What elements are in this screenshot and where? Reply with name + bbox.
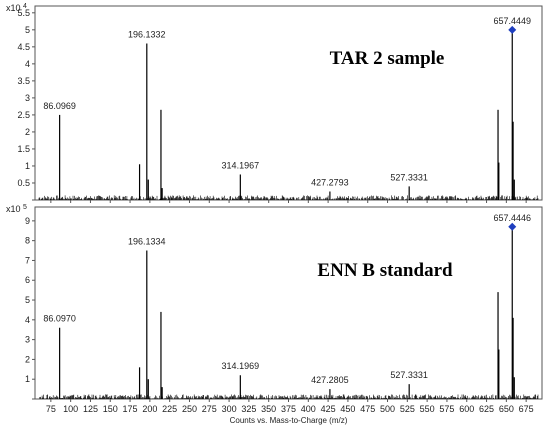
y-tick-label: 6	[25, 275, 30, 285]
y-tick-label: 2	[25, 354, 30, 364]
y-tick-label: 1	[25, 161, 30, 171]
panel-title: ENN B standard	[317, 260, 453, 281]
x-tick-label: 150	[103, 404, 118, 414]
y-exponent-label: x10 5	[6, 204, 27, 214]
x-tick-label: 425	[321, 404, 336, 414]
y-tick-label: 3	[25, 93, 30, 103]
peak-label: 657.4446	[493, 213, 531, 223]
x-tick-label: 250	[182, 404, 197, 414]
peak-label: 86.0970	[43, 314, 76, 324]
peak-label: 427.2793	[311, 177, 349, 187]
peak-marker-icon	[508, 222, 517, 231]
peak-label: 86.0969	[43, 101, 76, 111]
y-tick-label: 5	[25, 295, 30, 305]
x-tick-label: 125	[83, 404, 98, 414]
x-tick-label: 350	[261, 404, 276, 414]
x-tick-label: 600	[459, 404, 474, 414]
plot-frame	[34, 5, 543, 201]
y-tick-label: 5	[25, 25, 30, 35]
peak-label: 527.3331	[390, 370, 428, 380]
peak-label: 196.1334	[128, 237, 166, 247]
y-tick-label: 2.5	[17, 110, 30, 120]
x-tick-label: 650	[499, 404, 514, 414]
x-tick-label: 225	[162, 404, 177, 414]
peak-label: 527.3331	[390, 172, 428, 182]
x-tick-label: 375	[281, 404, 296, 414]
y-exponent-label: x10 4	[6, 3, 27, 13]
y-tick-label: 4	[25, 59, 30, 69]
x-tick-label: 100	[63, 404, 78, 414]
x-tick-label: 175	[123, 404, 138, 414]
plot-frame	[34, 206, 543, 400]
y-tick-label: 4.5	[17, 42, 30, 52]
y-tick-label: 0.5	[17, 178, 30, 188]
x-tick-label: 550	[420, 404, 435, 414]
y-tick-label: 8	[25, 236, 30, 246]
y-tick-label: 9	[25, 216, 30, 226]
peak-marker-icon	[508, 25, 517, 34]
x-axis-title: Counts vs. Mass-to-Charge (m/z)	[230, 416, 348, 425]
x-tick-label: 625	[479, 404, 494, 414]
y-tick-label: 1.5	[17, 144, 30, 154]
y-tick-label: 4	[25, 315, 30, 325]
x-tick-label: 475	[360, 404, 375, 414]
peak-label: 196.1332	[128, 29, 166, 39]
y-tick-label: 1	[25, 374, 30, 384]
peak-label: 314.1969	[222, 361, 260, 371]
x-tick-label: 575	[439, 404, 454, 414]
x-tick-label: 450	[340, 404, 355, 414]
x-tick-label: 525	[400, 404, 415, 414]
x-tick-label: 400	[301, 404, 316, 414]
x-tick-label: 325	[241, 404, 256, 414]
y-tick-label: 2	[25, 127, 30, 137]
peak-label: 314.1967	[222, 160, 260, 170]
baseline-noise	[38, 195, 539, 200]
y-tick-label: 5.5	[17, 8, 30, 18]
panel-title: TAR 2 sample	[330, 48, 445, 69]
y-tick-label: 3.5	[17, 76, 30, 86]
x-tick-label: 500	[380, 404, 395, 414]
baseline-noise	[39, 394, 539, 399]
spectrum-panel-2: 1 2 3 4 5 6 7 8 9 x10 5 75 100 125 150 175 200 225 250 275…	[6, 204, 543, 425]
peak-label: 657.4449	[493, 16, 531, 26]
x-tick-label: 300	[222, 404, 237, 414]
x-tick-label: 675	[519, 404, 534, 414]
x-tick-label: 200	[142, 404, 157, 414]
x-tick-label: 275	[202, 404, 217, 414]
y-tick-label: 3	[25, 335, 30, 345]
peak-label: 427.2805	[311, 375, 349, 385]
y-tick-label: 7	[25, 255, 30, 265]
x-tick-label: 75	[46, 404, 56, 414]
